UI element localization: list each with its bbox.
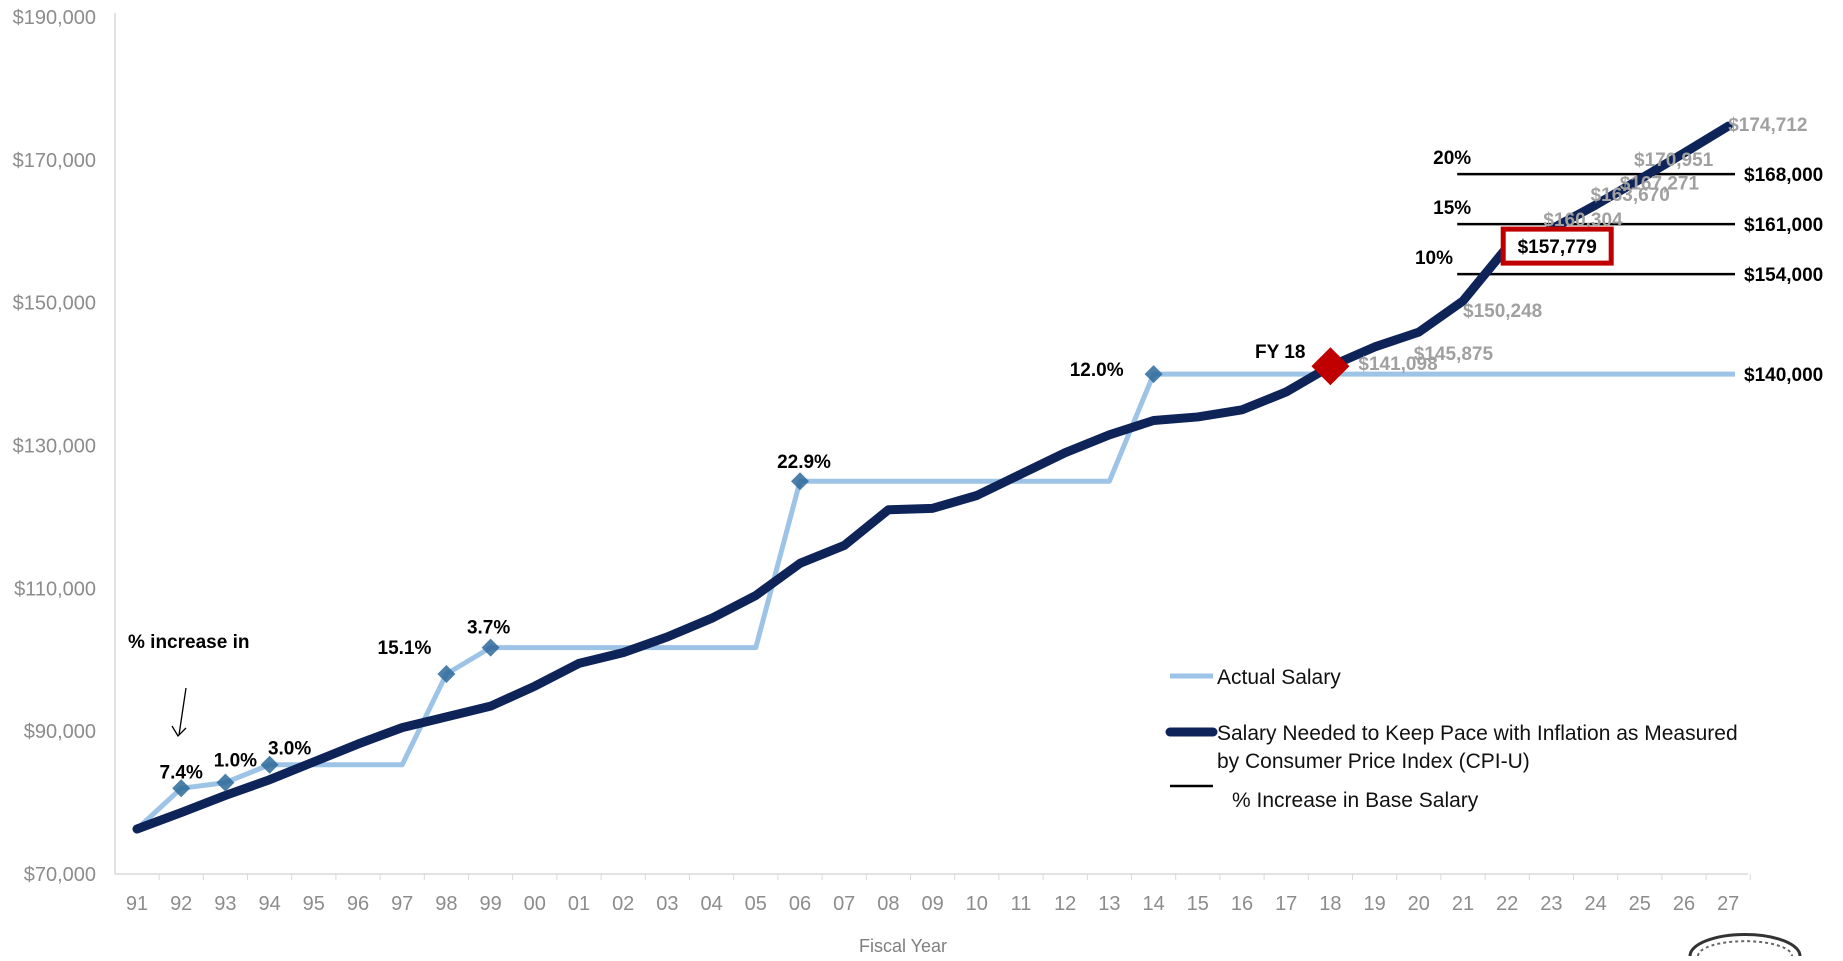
x-tick-label: 20 — [1408, 893, 1430, 915]
cpi-value-label: $160,304 — [1543, 210, 1623, 231]
seal-icon — [1688, 932, 1802, 957]
increase-marker — [437, 665, 456, 684]
x-tick-label: 06 — [789, 893, 811, 915]
x-tick-label: 96 — [347, 893, 369, 915]
x-tick-label: 22 — [1496, 893, 1518, 915]
increase-pct-label: 12.0% — [1070, 360, 1124, 381]
x-tick-label: 04 — [700, 893, 722, 915]
cpi-value-label: $174,712 — [1728, 115, 1807, 136]
cpi-value-label: $163,670 — [1591, 185, 1670, 206]
x-tick-label: 17 — [1275, 893, 1297, 915]
x-tick-label: 23 — [1540, 893, 1562, 915]
y-tick-label: $70,000 — [24, 864, 96, 886]
x-tick-label: 25 — [1629, 893, 1651, 915]
x-tick-label: 00 — [524, 893, 546, 915]
highlight-value-label: $157,779 — [1518, 237, 1597, 258]
x-tick-label: 27 — [1717, 893, 1739, 915]
x-tick-label: 05 — [745, 893, 767, 915]
x-tick-label: 15 — [1187, 893, 1209, 915]
x-tick-label: 03 — [656, 893, 678, 915]
annotation-text: % increase in — [128, 632, 249, 653]
series-lines — [132, 121, 1735, 834]
x-tick-label: 02 — [612, 893, 634, 915]
x-tick-label: 13 — [1098, 893, 1120, 915]
x-tick-label: 09 — [921, 893, 943, 915]
data-markers — [172, 347, 1350, 798]
data-labels: 7.4%1.0%3.0%15.1%3.7%22.9%12.0% $141,098$… — [128, 115, 1807, 783]
increase-marker — [260, 755, 279, 774]
x-tick-label: 98 — [435, 893, 457, 915]
legend-cpi-label-line1: Salary Needed to Keep Pace with Inflatio… — [1217, 722, 1738, 745]
legend-cpi-label-line2: by Consumer Price Index (CPI-U) — [1217, 750, 1530, 773]
y-tick-label: $130,000 — [13, 436, 96, 458]
reference-value-label: $161,000 — [1744, 215, 1823, 236]
x-tick-label: 21 — [1452, 893, 1474, 915]
x-tick-label: 95 — [303, 893, 325, 915]
y-tick-label: $110,000 — [14, 578, 96, 600]
increase-pct-label: 22.9% — [777, 452, 831, 473]
increase-marker — [216, 773, 235, 792]
increase-pct-label: 15.1% — [378, 638, 432, 659]
x-tick-label: 08 — [877, 893, 899, 915]
cpi-value-label: $141,098 — [1358, 354, 1437, 375]
base-salary-label: $140,000 — [1744, 365, 1823, 386]
x-tick-label: 91 — [126, 893, 148, 915]
annotation-arrow-shaft — [178, 687, 187, 736]
cpi-salary-line — [132, 121, 1733, 834]
x-tick-label: 10 — [966, 893, 988, 915]
reference-pct-label: 10% — [1415, 248, 1453, 269]
reference-value-label: $168,000 — [1744, 165, 1823, 186]
x-tick-label: 24 — [1584, 893, 1606, 915]
x-axis-title: Fiscal Year — [859, 936, 947, 956]
x-tick-label: 16 — [1231, 893, 1253, 915]
reference-pct-label: 20% — [1433, 148, 1471, 169]
cpi-value-label: $170,951 — [1634, 150, 1714, 171]
reference-lines: $168,000 20% $161,000 15% $154,000 10% $140,00… — [1415, 148, 1823, 386]
fy18-label: FY 18 — [1255, 342, 1305, 363]
increase-pct-label: 1.0% — [214, 751, 257, 772]
cpi-value-label: $145,875 — [1414, 344, 1494, 365]
highlight-box — [1500, 226, 1614, 266]
increase-pct-label: 3.7% — [467, 618, 510, 639]
x-tick-label: 14 — [1142, 893, 1164, 915]
increase-marker — [1144, 365, 1163, 384]
axes: $70,000 $90,000 $110,000 $130,000 $150,000 $1… — [13, 7, 1751, 956]
reference-pct-label: 15% — [1433, 198, 1471, 219]
x-tick-label: 01 — [568, 893, 590, 915]
legend-ref-label: % Increase in Base Salary — [1232, 789, 1479, 812]
reference-value-label: $154,000 — [1744, 265, 1823, 286]
increase-marker — [172, 779, 191, 798]
cpi-value-label: $150,248 — [1463, 301, 1542, 322]
x-tick-label: 93 — [214, 893, 236, 915]
cpi-value-label: $167,271 — [1620, 173, 1700, 194]
x-tick-label: 11 — [1011, 893, 1032, 915]
x-tick-label: 12 — [1054, 893, 1076, 915]
x-tick-label: 19 — [1363, 893, 1385, 915]
increase-pct-label: 3.0% — [268, 739, 311, 760]
x-tick-label: 18 — [1319, 893, 1341, 915]
x-tick-label: 99 — [479, 893, 501, 915]
y-tick-label: $150,000 — [13, 293, 96, 315]
annotation-arrow-head — [171, 725, 187, 738]
intersection-marker — [1311, 347, 1350, 386]
x-tick-label: 94 — [258, 893, 280, 915]
legend-actual-label: Actual Salary — [1217, 666, 1341, 689]
y-tick-label: $170,000 — [13, 150, 96, 172]
x-tick-label: 92 — [170, 893, 192, 915]
y-tick-label: $90,000 — [24, 721, 96, 743]
legend: Actual Salary Salary Needed to Keep Pace … — [1165, 666, 1738, 812]
x-tick-label: 07 — [833, 893, 855, 915]
x-tick-label: 26 — [1673, 893, 1695, 915]
y-tick-label: $190,000 — [13, 7, 96, 29]
increase-pct-label: 7.4% — [160, 762, 203, 783]
increase-marker — [791, 472, 809, 491]
actual-salary-line — [135, 371, 1735, 831]
x-tick-label: 97 — [391, 893, 413, 915]
increase-marker — [481, 638, 500, 657]
